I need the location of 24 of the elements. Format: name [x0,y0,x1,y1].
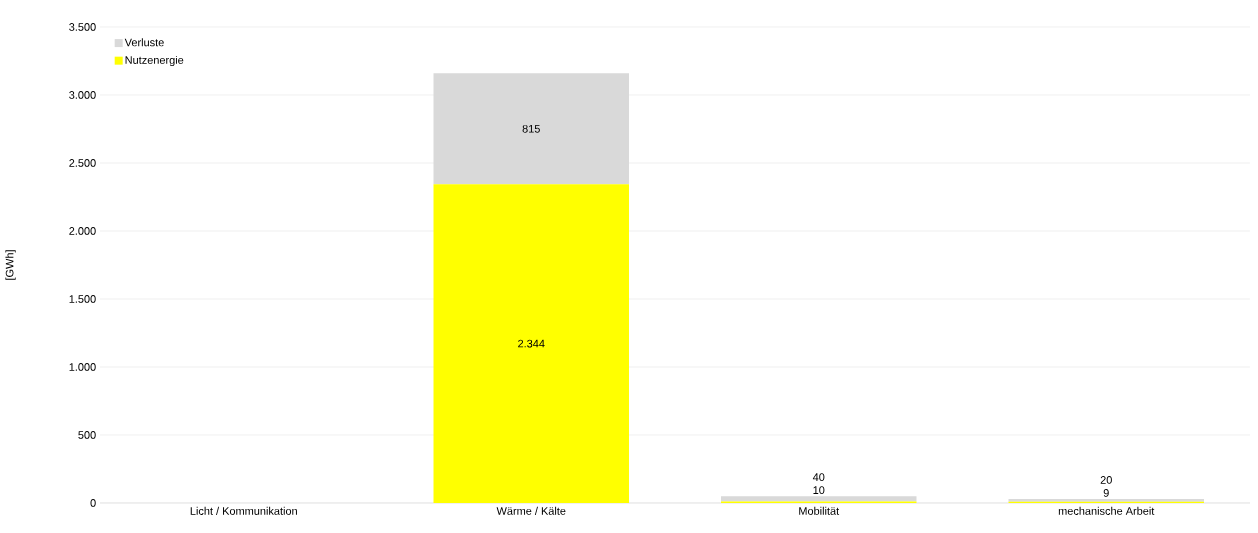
y-tick-label: 3.000 [69,91,96,99]
y-tick-label: 0 [90,499,96,507]
x-tick-label: Wärme / Kälte [496,506,566,515]
bar [433,184,630,503]
bar [433,73,630,185]
y-tick-label: 3.500 [69,23,96,31]
data-label: 20 [1100,476,1112,484]
y-axis-title: [GWh] [5,250,16,280]
legend-label: Verluste [124,38,164,47]
data-label: 2.344 [518,339,545,348]
bar [721,496,917,502]
data-label: 815 [522,124,540,133]
legend-label: Nutzenergie [125,55,184,67]
y-tick-label: 2.000 [69,227,96,235]
y-tick-label: 1.000 [69,363,96,371]
data-label: 10 [813,486,825,494]
y-tick-label: 500 [78,431,96,439]
data-label: 40 [812,473,825,481]
y-tick-label: 1.500 [69,295,96,303]
x-tick-label: Mobilität [799,506,840,515]
x-tick-label: Licht / Kommunikation [190,506,297,515]
y-tick-label: 2.500 [69,159,96,167]
data-label: 9 [1103,489,1109,497]
x-tick-label: mechanische Arbeit [1058,506,1155,515]
